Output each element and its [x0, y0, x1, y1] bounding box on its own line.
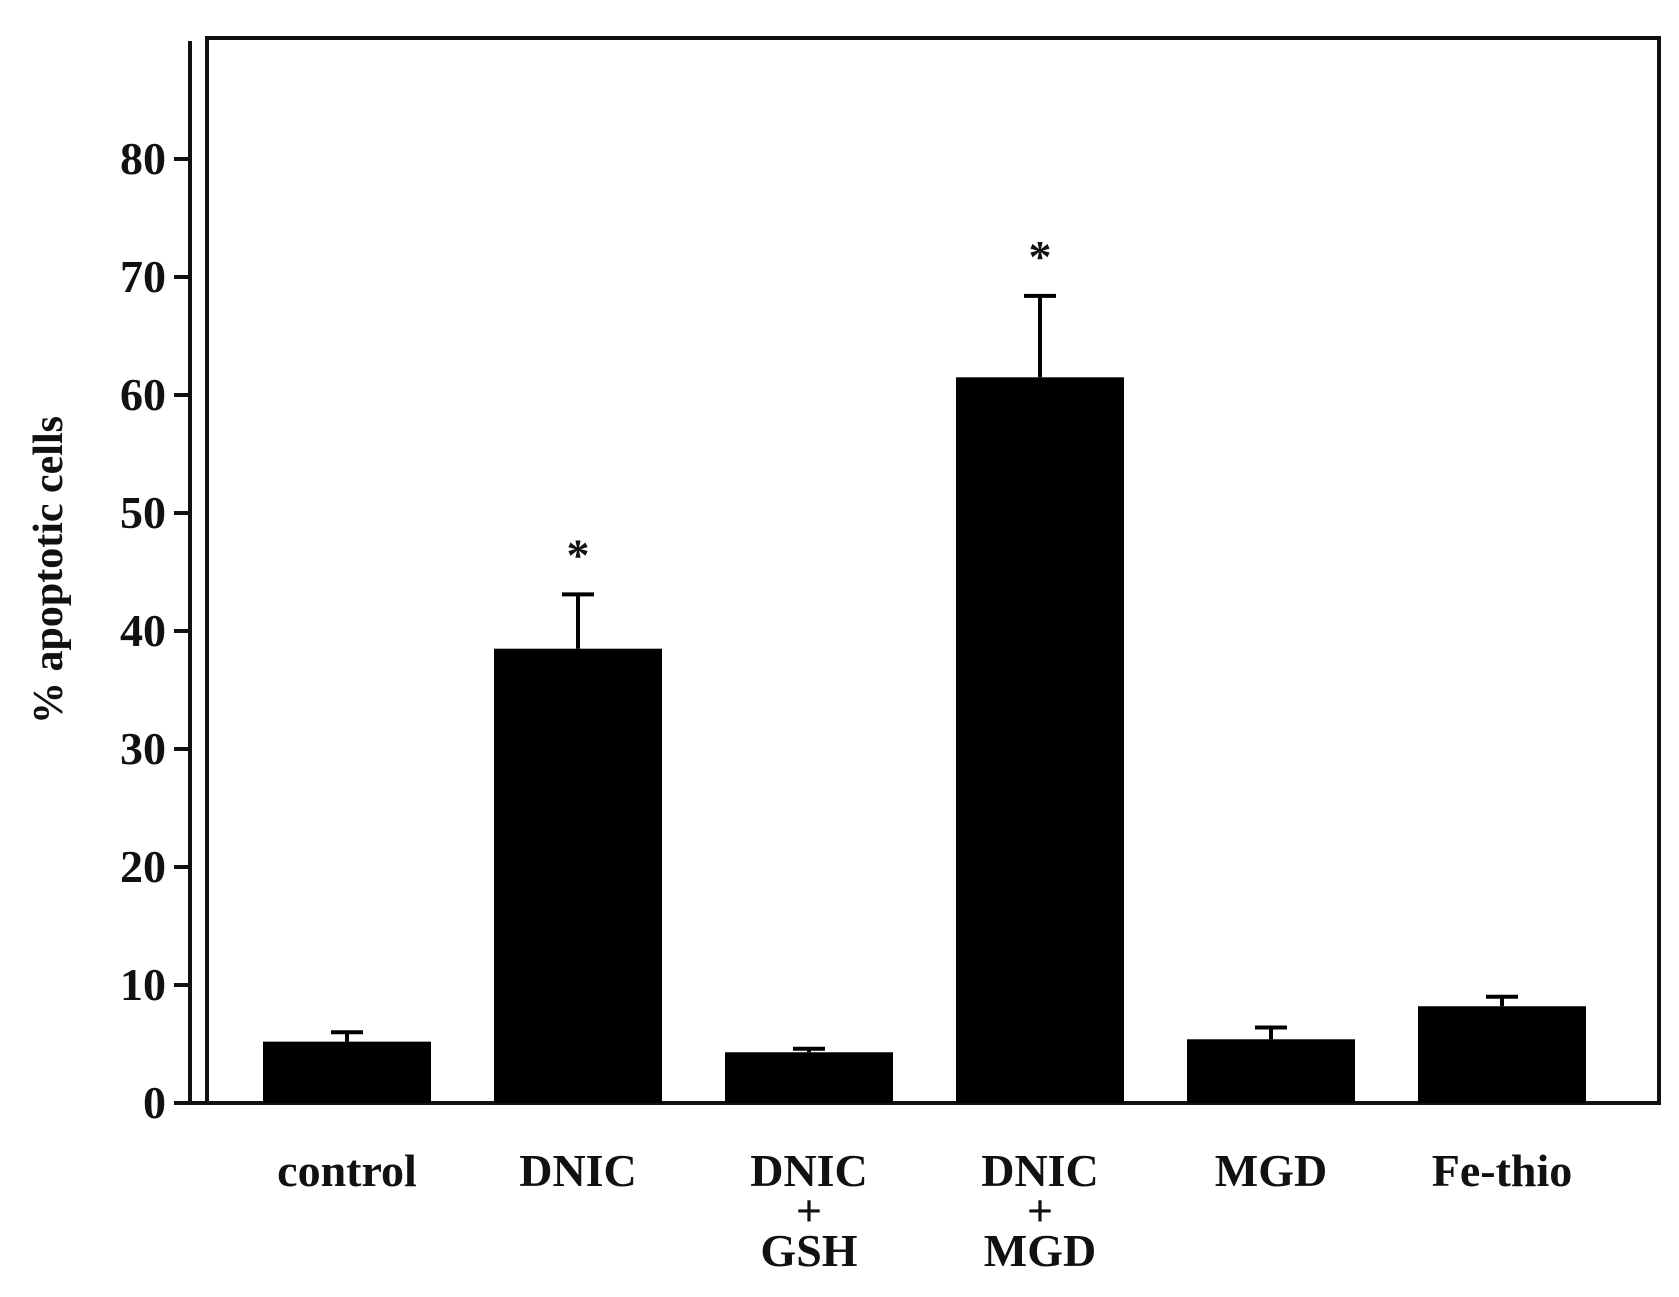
x-category-label-line: GSH	[760, 1225, 857, 1276]
y-tick-label: 50	[120, 487, 166, 538]
x-category-label-line: DNIC	[750, 1145, 868, 1196]
significance-marker: *	[567, 529, 590, 580]
x-category-label: DNIC	[519, 1145, 637, 1196]
bar	[725, 1052, 893, 1103]
y-tick-label: 40	[120, 605, 166, 656]
y-tick-label: 70	[120, 251, 166, 302]
x-category-label: DNIC + MGD	[981, 1145, 1099, 1276]
x-category-label-line: control	[277, 1145, 417, 1196]
x-category-label-line: +	[796, 1185, 822, 1236]
x-category-label: MGD	[1215, 1145, 1327, 1196]
y-tick-label: 10	[120, 959, 166, 1010]
x-category-label-line: MGD	[1215, 1145, 1327, 1196]
x-category-label: Fe-thio	[1432, 1145, 1573, 1196]
y-tick-label: 20	[120, 841, 166, 892]
x-category-label: DNIC + GSH	[750, 1145, 868, 1276]
bar	[263, 1041, 431, 1103]
y-tick-label: 0	[143, 1077, 166, 1128]
x-category-label-line: Fe-thio	[1432, 1145, 1573, 1196]
y-tick-label: 60	[120, 369, 166, 420]
y-tick-label: 80	[120, 133, 166, 184]
bar	[494, 648, 662, 1103]
bar	[1418, 1006, 1586, 1103]
bar	[956, 377, 1124, 1103]
x-category-label-line: DNIC	[519, 1145, 637, 1196]
x-category-label-line: MGD	[984, 1225, 1096, 1276]
bars: **	[263, 231, 1586, 1103]
plot-frame	[205, 36, 1661, 1105]
y-axis-label: % apoptotic cells	[26, 416, 72, 724]
y-tick-label: 30	[120, 723, 166, 774]
x-category-label: control	[277, 1145, 417, 1196]
bar	[1187, 1039, 1355, 1103]
x-category-label-line: DNIC	[981, 1145, 1099, 1196]
significance-marker: *	[1029, 231, 1052, 282]
x-category-label-line: +	[1027, 1185, 1053, 1236]
y-axis: 0 10 20 30 40 50 60 70 80	[120, 41, 1659, 1128]
